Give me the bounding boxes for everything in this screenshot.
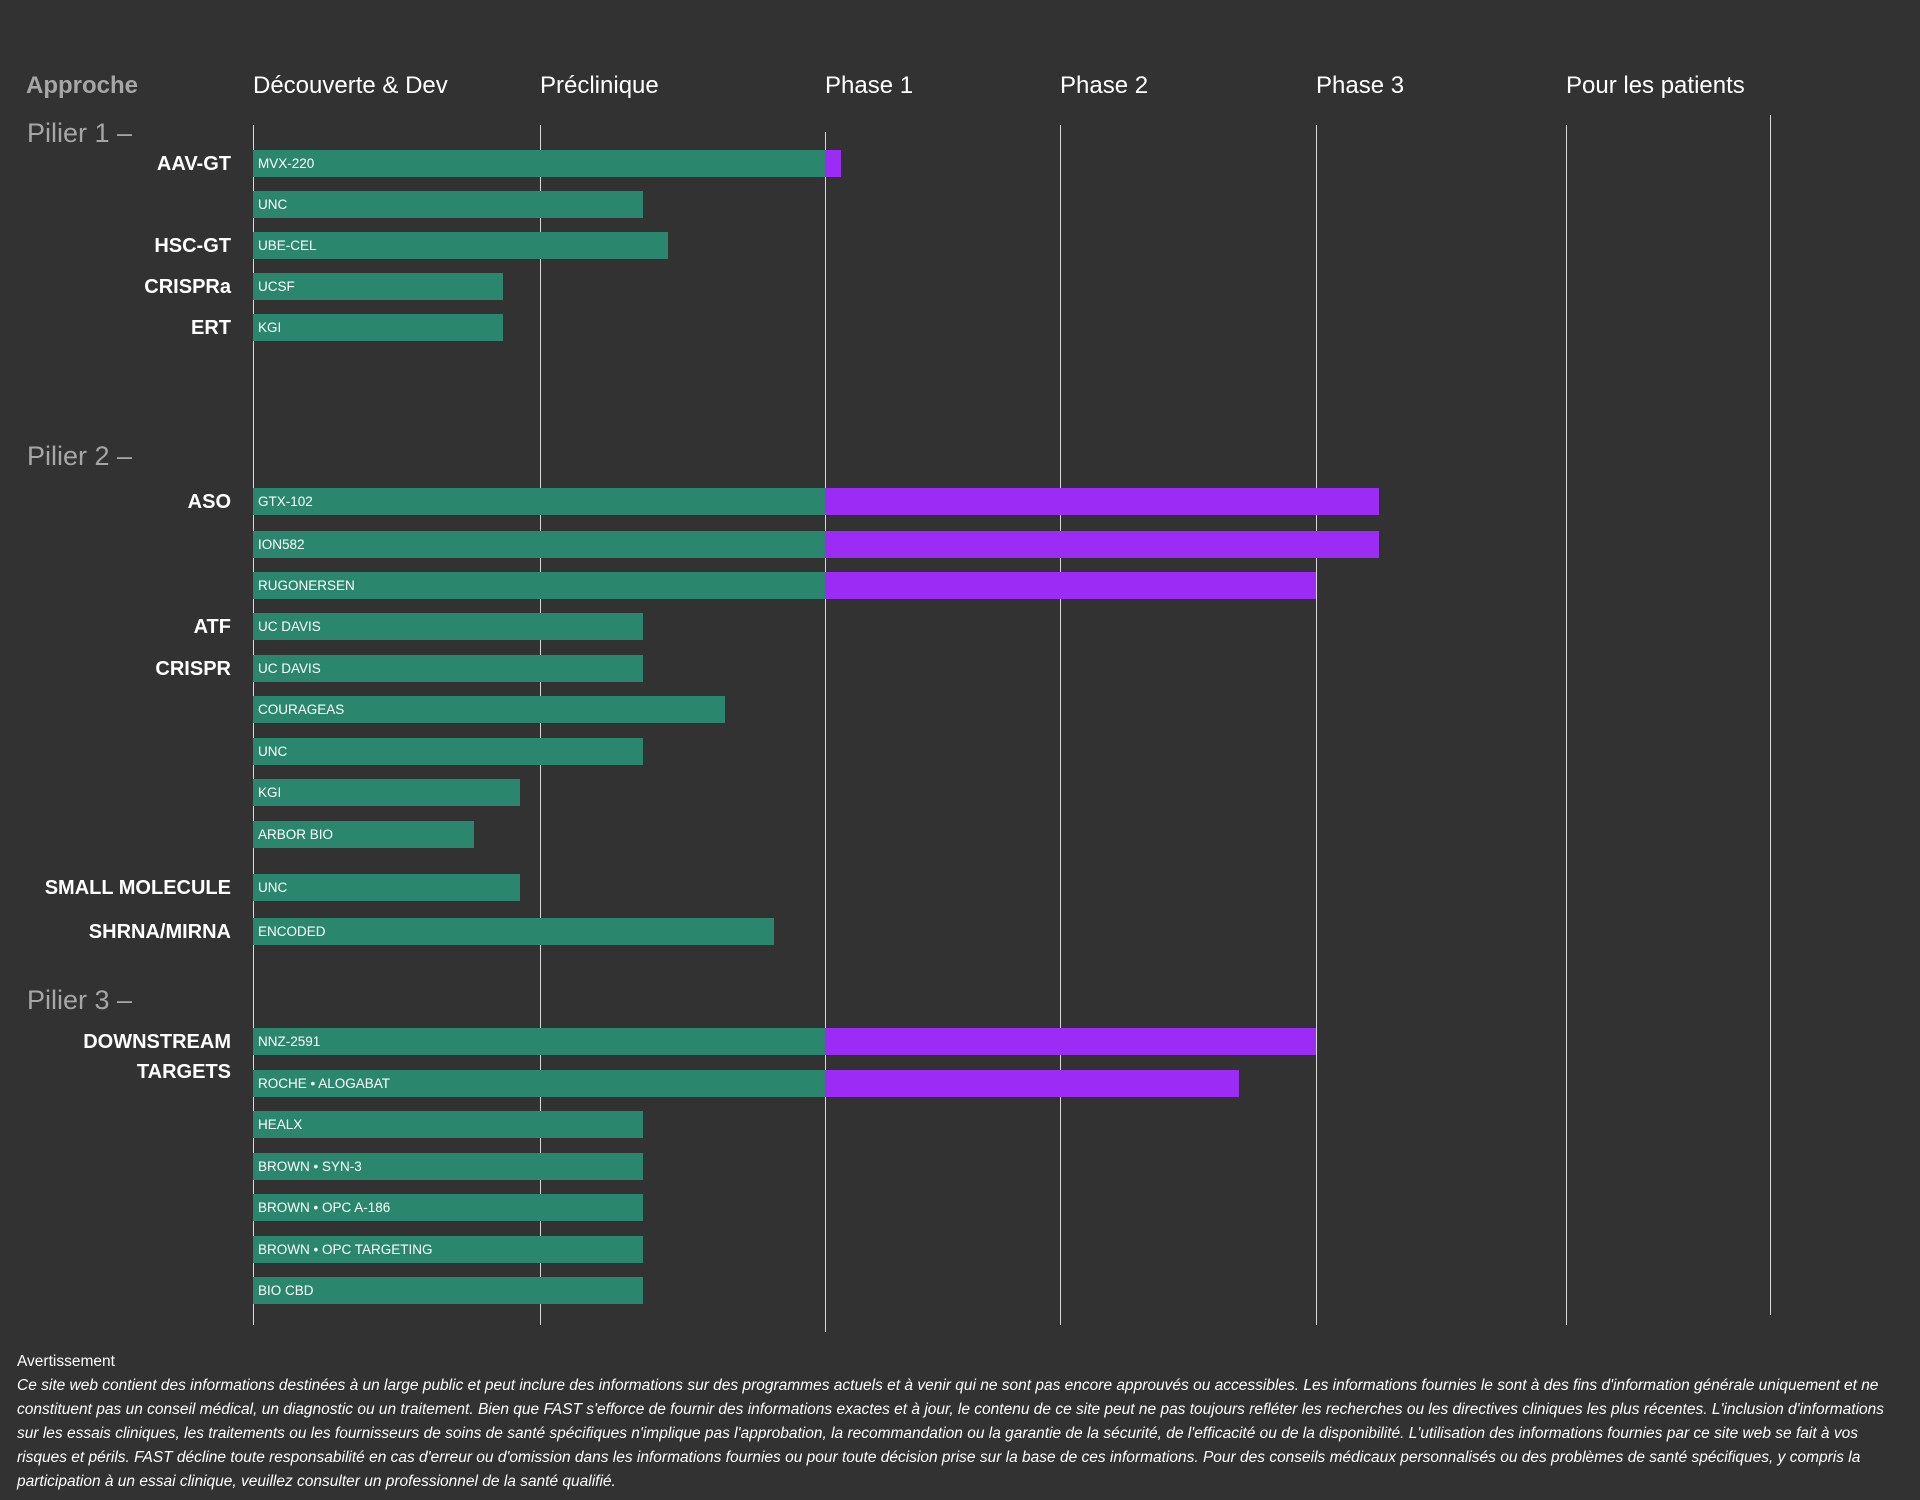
program-bar-dev <box>253 191 643 218</box>
program-bar-dev <box>253 696 726 723</box>
pipeline-chart: Approche Découverte & Dev Préclinique Phase… <box>0 72 1771 1332</box>
approach-label: HSC-GT <box>0 231 231 261</box>
program-bar-dev <box>253 613 643 640</box>
program-label: HEALX <box>258 1117 303 1132</box>
approach-label-line: SMALL MOLECULE <box>44 877 231 899</box>
program-bar-dev <box>253 150 825 177</box>
program-label: GTX-102 <box>258 494 313 509</box>
phase-divider-line <box>1770 115 1771 1315</box>
pillar-title-2: Pilier 2 – <box>27 441 133 471</box>
pillar-title-1: Pilier 1 – <box>27 118 133 148</box>
phase-divider-line <box>825 132 826 1332</box>
approach-label: CRISPR <box>0 654 231 684</box>
program-label: COURAGEAS <box>258 702 345 717</box>
program-bar-dev <box>253 874 520 901</box>
phase-divider-line <box>1566 125 1567 1325</box>
program-bar-dev <box>253 1070 825 1097</box>
program-bar-dev <box>253 488 825 515</box>
program-bar-clinical <box>825 1028 1316 1055</box>
program-bar-dev <box>253 1028 825 1055</box>
program-bar-dev <box>253 738 643 765</box>
program-bar-dev <box>253 918 774 945</box>
program-bar-dev <box>253 1277 643 1304</box>
program-label: ENCODED <box>258 924 326 939</box>
phase-divider-line <box>253 125 254 1325</box>
approach-label-line: CRISPRa <box>144 276 231 298</box>
approach-label-line: DOWNSTREAM <box>83 1031 231 1053</box>
approach-label-line: TARGETS <box>136 1061 231 1083</box>
program-bar-dev <box>253 655 643 682</box>
program-bar-dev <box>253 232 669 259</box>
approach-label: SHRNA/MIRNA <box>0 917 231 947</box>
program-bar-clinical <box>825 150 842 177</box>
approach-label-line: SHRNA/MIRNA <box>88 921 231 943</box>
program-label: UCSF <box>258 279 295 294</box>
program-label: BROWN • SYN-3 <box>258 1159 362 1174</box>
program-label: BROWN • OPC TARGETING <box>258 1242 433 1257</box>
program-label: BROWN • OPC A-186 <box>258 1200 391 1215</box>
phase-header-4: Phase 2 <box>1060 72 1149 99</box>
approach-label: DOWNSTREAM TARGETS <box>0 1027 231 1087</box>
program-bar-dev <box>253 273 503 300</box>
program-label: KGI <box>258 785 282 800</box>
program-bar-dev <box>253 1111 643 1138</box>
phase-header-6: Pour les patients <box>1566 72 1745 99</box>
program-bar-dev <box>253 779 520 806</box>
program-bar-dev <box>253 1153 643 1180</box>
program-label: NNZ-2591 <box>258 1034 321 1049</box>
program-bar-dev <box>253 572 825 599</box>
phase-header-2: Préclinique <box>540 72 659 99</box>
program-label: KGI <box>258 320 282 335</box>
pillar-title-3: Pilier 3 – <box>27 985 133 1015</box>
approach-label: CRISPRa <box>0 272 231 302</box>
program-bar-clinical <box>825 1070 1240 1097</box>
program-bar-clinical <box>825 488 1379 515</box>
approach-header: Approche <box>26 72 139 99</box>
program-label: UBE-CEL <box>258 238 317 253</box>
program-label: UNC <box>258 744 288 759</box>
approach-label: SMALL MOLECULE <box>0 873 231 903</box>
approach-label-line: ASO <box>187 491 231 513</box>
approach-label: ERT <box>0 313 231 343</box>
phase-divider-line <box>540 125 541 1325</box>
program-bar-clinical <box>825 572 1316 599</box>
phase-header-1: Découverte & Dev <box>253 72 448 99</box>
program-bar-dev <box>253 1236 643 1263</box>
disclaimer: Avertissement Ce site web contient des i… <box>17 1350 1897 1494</box>
program-label: ROCHE • ALOGABAT <box>258 1076 391 1091</box>
program-bar-dev <box>253 1194 643 1221</box>
program-label: BIO CBD <box>258 1283 314 1298</box>
program-label: ARBOR BIO <box>258 827 334 842</box>
program-bar-dev <box>253 531 825 558</box>
approach-label: ATF <box>0 612 231 642</box>
approach-label-line: HSC-GT <box>154 235 231 257</box>
program-label: UC DAVIS <box>258 619 321 634</box>
approach-label: AAV-GT <box>0 149 231 179</box>
phase-divider-line <box>1316 125 1317 1325</box>
program-label: RUGONERSEN <box>258 578 355 593</box>
phase-header-3: Phase 1 <box>825 72 914 99</box>
disclaimer-text: Ce site web contient des informations de… <box>17 1377 1885 1490</box>
program-label: UNC <box>258 880 288 895</box>
approach-label-line: CRISPR <box>155 658 231 680</box>
approach-label-line: ATF <box>193 616 231 638</box>
program-bar-dev <box>253 314 503 341</box>
program-label: UC DAVIS <box>258 661 321 676</box>
phase-divider-line <box>1060 125 1061 1325</box>
approach-label-line: ERT <box>191 317 231 339</box>
program-bar-dev <box>253 821 474 848</box>
approach-label-line: AAV-GT <box>156 153 231 175</box>
phase-header-5: Phase 3 <box>1316 72 1405 99</box>
disclaimer-title: Avertissement <box>17 1353 115 1370</box>
program-bar-clinical <box>825 531 1379 558</box>
program-label: MVX-220 <box>258 156 315 171</box>
program-label: ION582 <box>258 537 305 552</box>
approach-label: ASO <box>0 487 231 517</box>
program-label: UNC <box>258 197 288 212</box>
